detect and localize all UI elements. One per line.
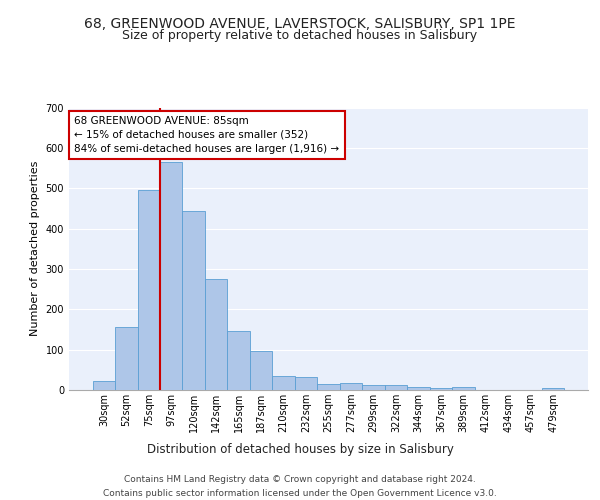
Bar xyxy=(317,384,340,390)
Text: Size of property relative to detached houses in Salisbury: Size of property relative to detached ho… xyxy=(122,29,478,42)
Bar xyxy=(272,376,295,390)
Bar xyxy=(182,211,205,390)
Bar xyxy=(115,328,137,390)
Y-axis label: Number of detached properties: Number of detached properties xyxy=(30,161,40,336)
Bar xyxy=(340,382,362,390)
Text: 68, GREENWOOD AVENUE, LAVERSTOCK, SALISBURY, SP1 1PE: 68, GREENWOOD AVENUE, LAVERSTOCK, SALISB… xyxy=(84,18,516,32)
Bar xyxy=(250,351,272,390)
Bar xyxy=(160,162,182,390)
Bar xyxy=(227,332,250,390)
Bar xyxy=(205,279,227,390)
Bar xyxy=(542,388,565,390)
Bar xyxy=(385,385,407,390)
Text: 68 GREENWOOD AVENUE: 85sqm
← 15% of detached houses are smaller (352)
84% of sem: 68 GREENWOOD AVENUE: 85sqm ← 15% of deta… xyxy=(74,116,340,154)
Bar xyxy=(452,387,475,390)
Bar xyxy=(92,381,115,390)
Bar xyxy=(137,190,160,390)
Bar xyxy=(295,376,317,390)
Text: Contains HM Land Registry data © Crown copyright and database right 2024.
Contai: Contains HM Land Registry data © Crown c… xyxy=(103,476,497,498)
Bar xyxy=(407,387,430,390)
Bar xyxy=(362,385,385,390)
Text: Distribution of detached houses by size in Salisbury: Distribution of detached houses by size … xyxy=(146,442,454,456)
Bar xyxy=(430,388,452,390)
